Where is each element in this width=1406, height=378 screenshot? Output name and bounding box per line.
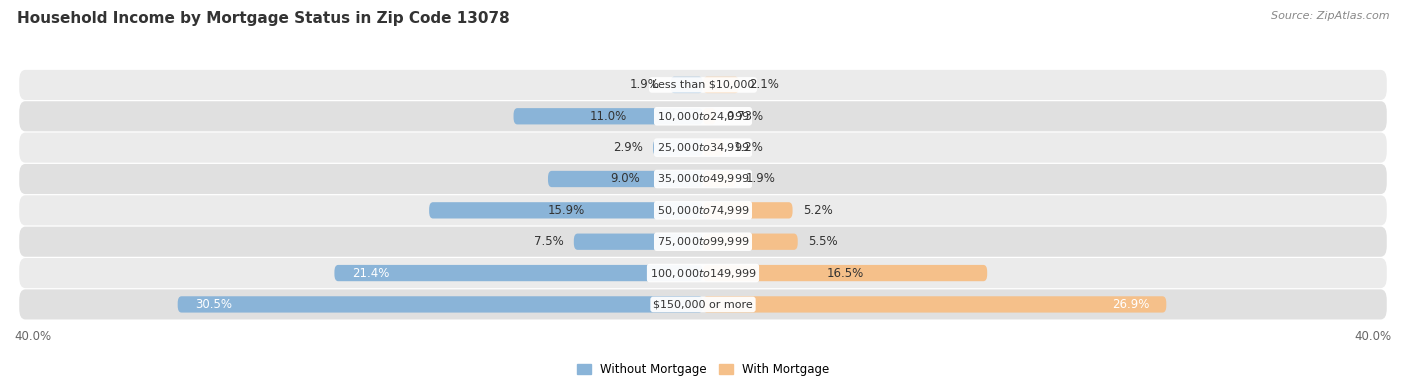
FancyBboxPatch shape <box>429 202 703 218</box>
Text: $100,000 to $149,999: $100,000 to $149,999 <box>650 266 756 280</box>
Text: $50,000 to $74,999: $50,000 to $74,999 <box>657 204 749 217</box>
Text: 5.5%: 5.5% <box>808 235 838 248</box>
Text: 1.9%: 1.9% <box>630 78 659 91</box>
Legend: Without Mortgage, With Mortgage: Without Mortgage, With Mortgage <box>576 363 830 376</box>
Text: 1.9%: 1.9% <box>747 172 776 186</box>
FancyBboxPatch shape <box>703 139 724 156</box>
Text: Less than $10,000: Less than $10,000 <box>652 80 754 90</box>
FancyBboxPatch shape <box>20 133 1386 163</box>
FancyBboxPatch shape <box>574 234 703 250</box>
FancyBboxPatch shape <box>20 164 1386 194</box>
Text: $25,000 to $34,999: $25,000 to $34,999 <box>657 141 749 154</box>
FancyBboxPatch shape <box>703 77 740 93</box>
FancyBboxPatch shape <box>703 202 793 218</box>
FancyBboxPatch shape <box>703 265 987 281</box>
Text: 21.4%: 21.4% <box>352 266 389 280</box>
FancyBboxPatch shape <box>652 139 703 156</box>
FancyBboxPatch shape <box>20 258 1386 288</box>
Text: $35,000 to $49,999: $35,000 to $49,999 <box>657 172 749 186</box>
Text: 1.2%: 1.2% <box>734 141 763 154</box>
Text: 40.0%: 40.0% <box>1355 330 1392 343</box>
Text: 0.73%: 0.73% <box>725 110 763 123</box>
FancyBboxPatch shape <box>20 101 1386 131</box>
FancyBboxPatch shape <box>548 171 703 187</box>
Text: 11.0%: 11.0% <box>589 110 627 123</box>
FancyBboxPatch shape <box>20 70 1386 100</box>
FancyBboxPatch shape <box>177 296 703 313</box>
FancyBboxPatch shape <box>703 296 1167 313</box>
FancyBboxPatch shape <box>703 108 716 124</box>
FancyBboxPatch shape <box>20 227 1386 257</box>
Text: $150,000 or more: $150,000 or more <box>654 299 752 310</box>
Text: $75,000 to $99,999: $75,000 to $99,999 <box>657 235 749 248</box>
Text: 16.5%: 16.5% <box>827 266 863 280</box>
FancyBboxPatch shape <box>20 195 1386 225</box>
Text: 5.2%: 5.2% <box>803 204 832 217</box>
FancyBboxPatch shape <box>513 108 703 124</box>
FancyBboxPatch shape <box>703 234 797 250</box>
Text: 9.0%: 9.0% <box>610 172 640 186</box>
FancyBboxPatch shape <box>703 171 735 187</box>
Text: $10,000 to $24,999: $10,000 to $24,999 <box>657 110 749 123</box>
FancyBboxPatch shape <box>335 265 703 281</box>
FancyBboxPatch shape <box>20 290 1386 319</box>
FancyBboxPatch shape <box>671 77 703 93</box>
Text: 2.1%: 2.1% <box>749 78 779 91</box>
Text: 40.0%: 40.0% <box>14 330 51 343</box>
Text: 26.9%: 26.9% <box>1112 298 1149 311</box>
Text: Source: ZipAtlas.com: Source: ZipAtlas.com <box>1271 11 1389 21</box>
Text: Household Income by Mortgage Status in Zip Code 13078: Household Income by Mortgage Status in Z… <box>17 11 509 26</box>
Text: 2.9%: 2.9% <box>613 141 643 154</box>
Text: 30.5%: 30.5% <box>195 298 232 311</box>
Text: 7.5%: 7.5% <box>534 235 564 248</box>
Text: 15.9%: 15.9% <box>547 204 585 217</box>
